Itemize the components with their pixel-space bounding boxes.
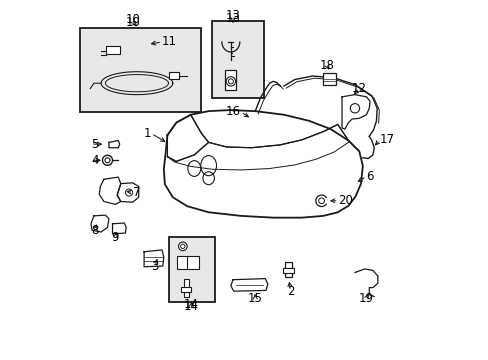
Bar: [106, 46, 120, 54]
Text: 3: 3: [151, 260, 158, 273]
Text: 16: 16: [225, 105, 241, 118]
Bar: [183, 279, 189, 297]
Text: 12: 12: [351, 82, 366, 95]
Text: 6: 6: [366, 170, 373, 183]
Text: 10: 10: [125, 16, 141, 29]
Circle shape: [125, 189, 132, 196]
Text: 11: 11: [162, 35, 177, 49]
Bar: [181, 287, 191, 292]
Circle shape: [178, 242, 187, 251]
Circle shape: [105, 158, 110, 163]
Circle shape: [318, 198, 324, 204]
Text: 14: 14: [183, 300, 199, 313]
FancyBboxPatch shape: [169, 237, 215, 302]
FancyBboxPatch shape: [80, 28, 201, 112]
Text: 7: 7: [133, 186, 141, 199]
Circle shape: [349, 104, 359, 113]
Circle shape: [226, 77, 235, 86]
Text: 8: 8: [91, 224, 98, 237]
Text: 14: 14: [183, 298, 199, 311]
Text: 1: 1: [143, 127, 151, 140]
Text: 13: 13: [225, 9, 240, 22]
Text: 9: 9: [111, 231, 119, 244]
Text: 10: 10: [125, 13, 141, 26]
Text: 2: 2: [286, 285, 294, 298]
Bar: [177, 256, 199, 269]
Text: 19: 19: [358, 292, 373, 305]
Text: 4: 4: [91, 154, 98, 167]
Bar: [322, 73, 336, 85]
Text: 18: 18: [319, 59, 334, 72]
Circle shape: [228, 79, 233, 84]
Text: 17: 17: [379, 133, 394, 146]
Circle shape: [102, 155, 112, 165]
Bar: [285, 262, 291, 277]
FancyBboxPatch shape: [212, 22, 264, 98]
Text: 20: 20: [338, 194, 353, 207]
Text: 15: 15: [247, 292, 262, 305]
Circle shape: [180, 244, 184, 248]
Text: 5: 5: [91, 138, 98, 150]
Bar: [225, 70, 236, 90]
Bar: [283, 268, 293, 273]
Bar: [169, 72, 179, 79]
Text: 13: 13: [225, 12, 240, 25]
